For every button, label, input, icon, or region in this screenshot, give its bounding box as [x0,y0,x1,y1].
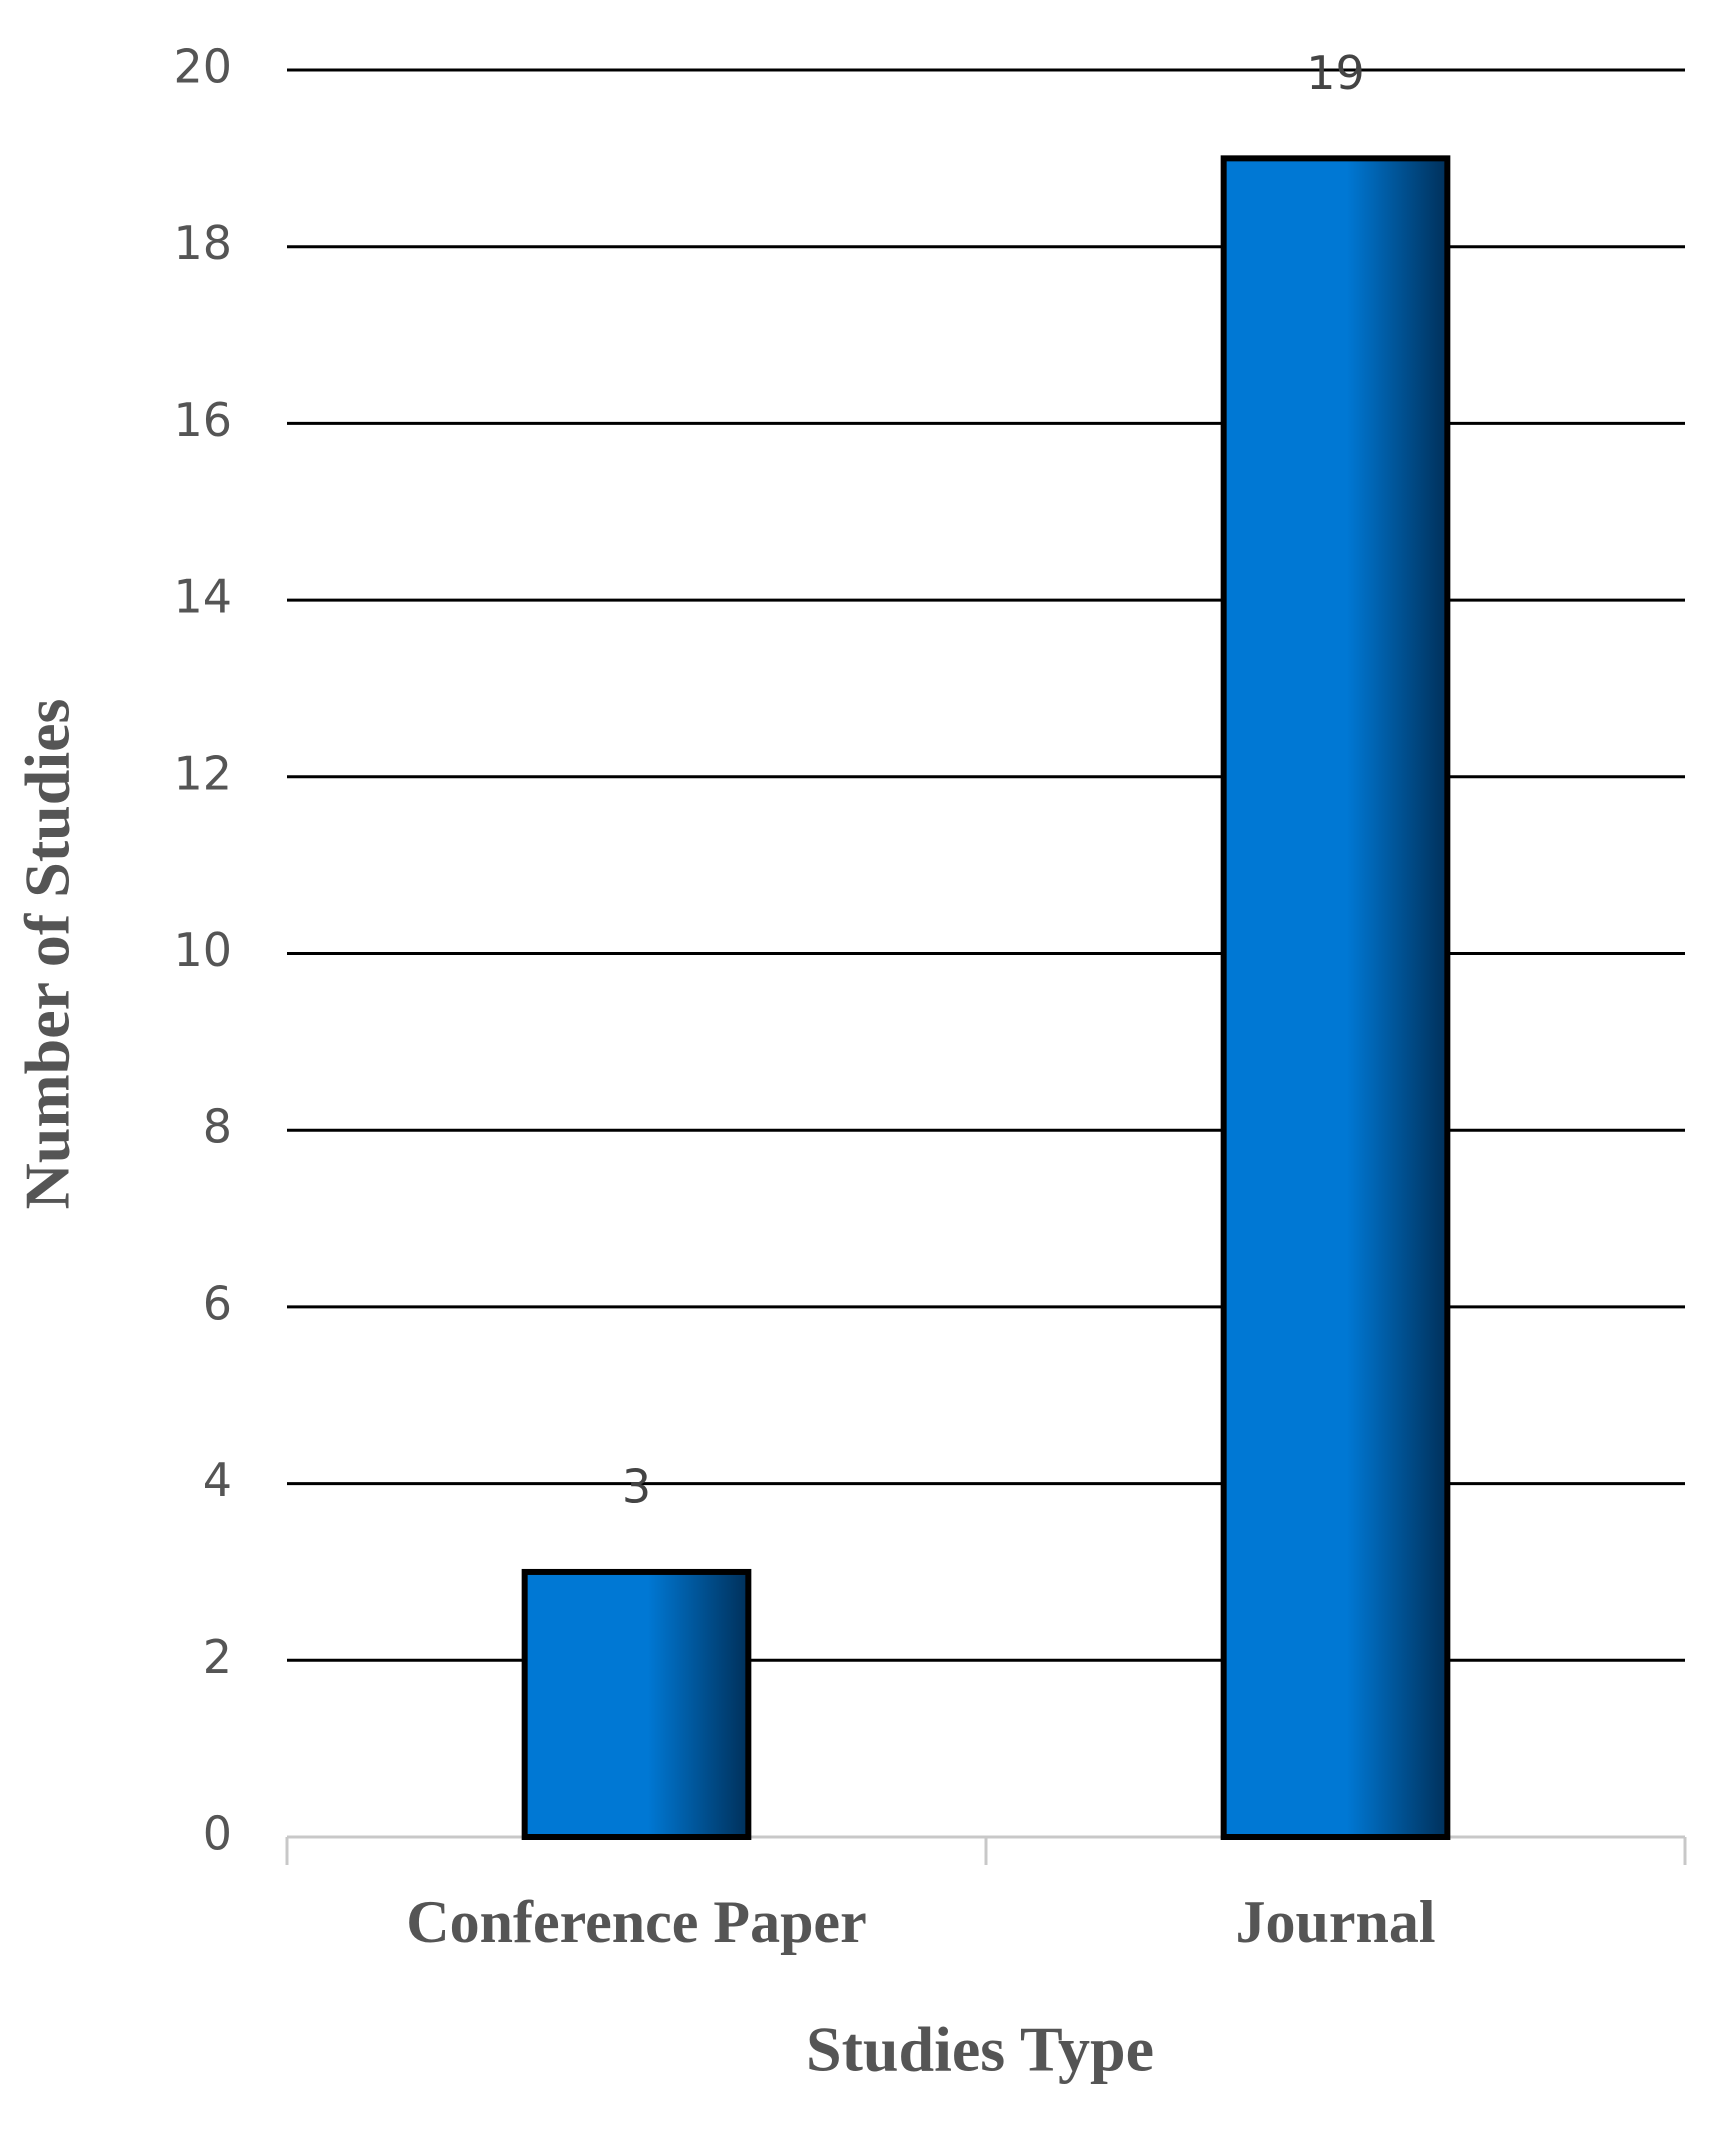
y-tick-label: 6 [203,1276,232,1330]
x-tick-label: Journal [1235,1889,1435,1955]
y-tick-label: 10 [173,923,232,977]
value-label: 3 [622,1459,651,1513]
y-tick-label: 14 [173,570,232,624]
x-axis-title: Studies Type [806,2014,1154,2085]
y-tick-label: 16 [173,393,232,447]
y-tick-label: 12 [173,746,232,800]
y-tick-label: 0 [203,1807,232,1861]
y-tick-label: 8 [203,1100,232,1154]
bar [521,1568,752,1840]
y-tick-label: 4 [203,1453,232,1507]
y-axis-title: Number of Studies [12,699,83,1210]
y-tick-label: 2 [203,1630,232,1684]
value-label: 19 [1306,46,1365,100]
bar [1220,155,1451,1841]
y-tick-label: 20 [173,40,232,94]
y-tick-label: 18 [173,216,232,270]
x-tick-label: Conference Paper [406,1889,866,1955]
